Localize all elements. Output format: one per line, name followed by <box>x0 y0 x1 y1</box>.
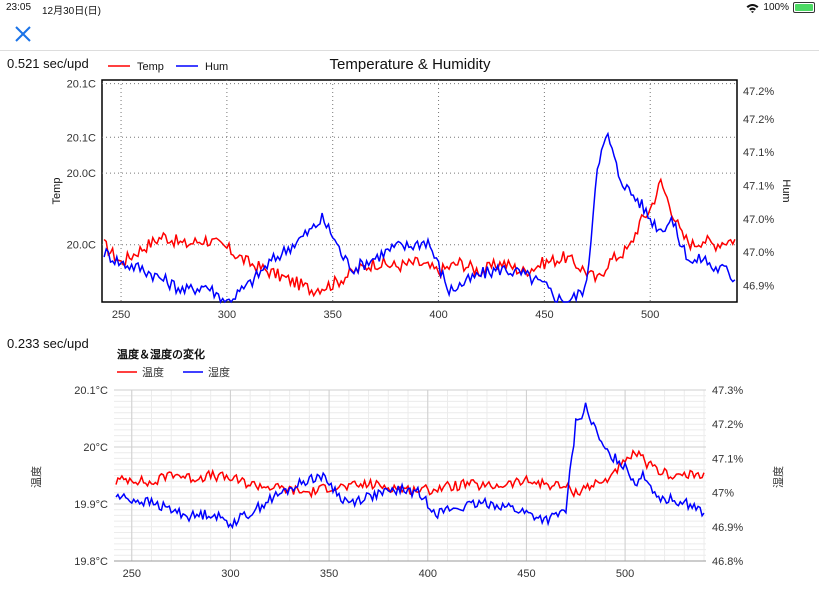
series-line-hum <box>103 131 736 304</box>
y2-tick-label: 47.1% <box>743 147 774 159</box>
y2-tick-label: 47.2% <box>743 114 774 126</box>
series-line-temp <box>115 449 705 499</box>
temp-hum-chart: 250 300 350 400 450 500 20.0C 20.0C 20.1C 20.1C 46… <box>51 56 792 321</box>
y-tick-label: 19.8°C <box>74 556 108 568</box>
status-date: 12月30日(日) <box>42 6 101 17</box>
y2-tick-label: 47.1% <box>712 453 743 465</box>
y2-tick-label: 47.2% <box>712 419 743 431</box>
legend-temp-label: 温度 <box>142 365 164 379</box>
x-tick-label: 350 <box>320 568 338 580</box>
battery-percent: 100% <box>763 2 789 13</box>
y2-tick-label: 47.2% <box>743 86 774 98</box>
chart2-ylabel: 温度 <box>29 466 43 488</box>
chart2-update-rate: 0.233 sec/upd <box>7 336 89 351</box>
status-bar: 23:05 12月30日(日) 100% <box>0 0 819 17</box>
plot-frame <box>101 79 738 303</box>
y2-tick-label: 47.1% <box>743 180 774 192</box>
x-tick-label: 450 <box>517 568 535 580</box>
y-tick-label: 20.1C <box>67 79 96 91</box>
series-line-hum <box>115 402 705 530</box>
nav-divider <box>0 50 819 51</box>
battery-icon <box>793 2 815 13</box>
x-tick-label: 300 <box>221 568 239 580</box>
close-icon[interactable] <box>12 23 34 45</box>
legend-hum-label: Hum <box>205 61 228 73</box>
y-tick-label: 20.0C <box>67 168 96 180</box>
x-tick-label: 300 <box>218 309 236 321</box>
chart1-update-rate: 0.521 sec/upd <box>7 56 89 71</box>
x-tick-label: 500 <box>616 568 634 580</box>
y-tick-label: 20.1°C <box>74 385 108 397</box>
x-tick-label: 350 <box>324 309 342 321</box>
chart1-y2label: Hum <box>780 179 792 202</box>
legend-hum-label: 湿度 <box>208 365 230 379</box>
y2-tick-label: 46.9% <box>743 280 774 292</box>
y-tick-label: 20.0C <box>67 240 96 252</box>
chart2-y2label: 湿度 <box>771 466 785 488</box>
y2-tick-label: 47.3% <box>712 385 743 397</box>
y-tick-label: 19.9°C <box>74 499 108 511</box>
wifi-icon <box>746 3 759 13</box>
legend-temp-label: Temp <box>137 61 164 73</box>
y2-tick-label: 47% <box>712 488 734 500</box>
x-tick-label: 450 <box>535 309 553 321</box>
x-tick-label: 500 <box>641 309 659 321</box>
y-tick-label: 20°C <box>83 442 108 454</box>
chart1-title: Temperature & Humidity <box>330 56 491 73</box>
status-right: 100% <box>746 2 815 13</box>
status-time: 23:05 <box>6 2 32 13</box>
y2-tick-label: 47.0% <box>743 247 774 259</box>
y-tick-label: 20.1C <box>67 132 96 144</box>
x-tick-label: 250 <box>123 568 141 580</box>
y2-tick-label: 47.0% <box>743 214 774 226</box>
x-tick-label: 250 <box>112 309 130 321</box>
y2-tick-label: 46.9% <box>712 522 743 534</box>
y2-tick-label: 46.8% <box>712 556 743 568</box>
series-line-temp <box>103 177 736 298</box>
chart2-title: 温度＆湿度の変化 <box>117 347 205 361</box>
x-tick-label: 400 <box>419 568 437 580</box>
x-tick-label: 400 <box>429 309 447 321</box>
chart1-ylabel: Temp <box>51 178 63 205</box>
